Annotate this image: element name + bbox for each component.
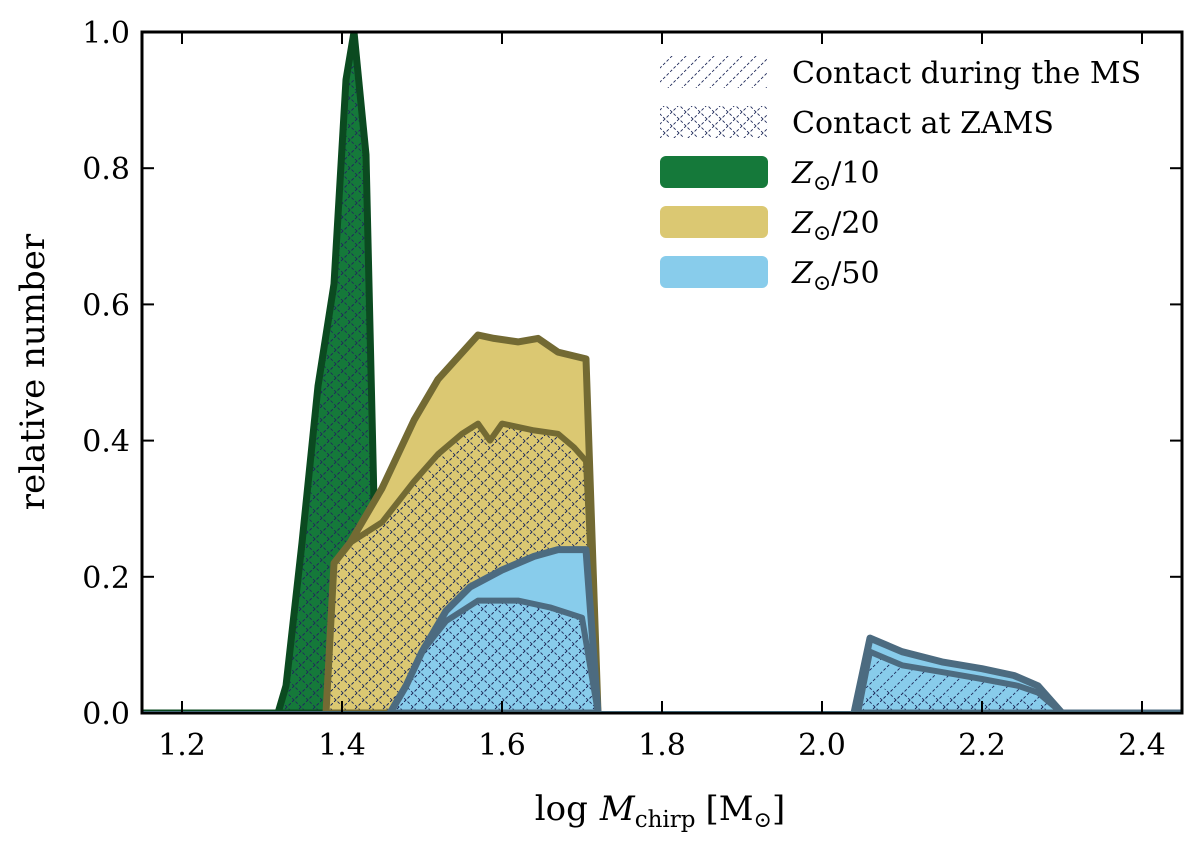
legend-label-2: Z⊙/10 bbox=[791, 156, 880, 196]
legend-label-3: Z⊙/20 bbox=[791, 206, 880, 246]
legend-swatch-0 bbox=[660, 56, 768, 88]
legend-label-0: Contact during the MS bbox=[792, 56, 1141, 91]
legend-entry-0: Contact during the MS bbox=[660, 56, 1141, 91]
legend-swatch-1 bbox=[660, 106, 768, 138]
x-tick-labels: 1.2 1.4 1.6 1.8 2.0 2.2 2.4 bbox=[158, 728, 1166, 763]
legend-swatch-4 bbox=[660, 256, 768, 288]
legend-label-1: Contact at ZAMS bbox=[792, 106, 1054, 141]
legend-swatch-2 bbox=[660, 156, 768, 188]
x-tick-label-6: 2.4 bbox=[1118, 728, 1166, 763]
y-tick-label-4: 0.8 bbox=[82, 152, 130, 187]
plot-frame bbox=[140, 30, 1184, 715]
series-3 bbox=[850, 634, 1182, 713]
y-tick-labels: 0.0 0.2 0.4 0.6 0.8 1.0 bbox=[82, 16, 130, 732]
series-2-edge bbox=[386, 546, 602, 713]
series-3-edge bbox=[850, 634, 1182, 713]
legend: Contact during the MS Contact at ZAMS Z⊙/1… bbox=[660, 56, 1141, 296]
y-tick-label-2: 0.4 bbox=[82, 425, 130, 460]
legend-entry-2: Z⊙/10 bbox=[660, 156, 880, 196]
y-tick-label-3: 0.6 bbox=[82, 288, 130, 323]
legend-entry-1: Contact at ZAMS bbox=[660, 106, 1054, 141]
series-1-edge bbox=[322, 331, 602, 713]
series-3-zams-hatch bbox=[862, 685, 1062, 713]
x-tick-label-4: 2.0 bbox=[798, 728, 846, 763]
x-tick-label-5: 2.2 bbox=[958, 728, 1006, 763]
x-tick-label-0: 1.2 bbox=[158, 728, 206, 763]
series-2 bbox=[386, 546, 602, 713]
series-1-ms-edge bbox=[323, 420, 601, 713]
x-tick-label-3: 1.8 bbox=[638, 728, 686, 763]
series-layer bbox=[142, 32, 1182, 713]
x-tick-label-2: 1.6 bbox=[478, 728, 526, 763]
x-axis-label: log Mchirp [M⊙] bbox=[535, 789, 786, 833]
y-tick-label-5: 1.0 bbox=[82, 16, 130, 51]
legend-label-4: Z⊙/50 bbox=[791, 256, 880, 296]
y-tick-label-0: 0.0 bbox=[82, 697, 130, 732]
legend-entry-4: Z⊙/50 bbox=[660, 256, 880, 296]
legend-entry-3: Z⊙/20 bbox=[660, 206, 880, 246]
y-axis-label: relative number bbox=[13, 233, 53, 510]
x-tick-label-1: 1.4 bbox=[318, 728, 366, 763]
legend-swatch-3 bbox=[660, 206, 768, 238]
y-tick-label-1: 0.2 bbox=[82, 561, 130, 596]
